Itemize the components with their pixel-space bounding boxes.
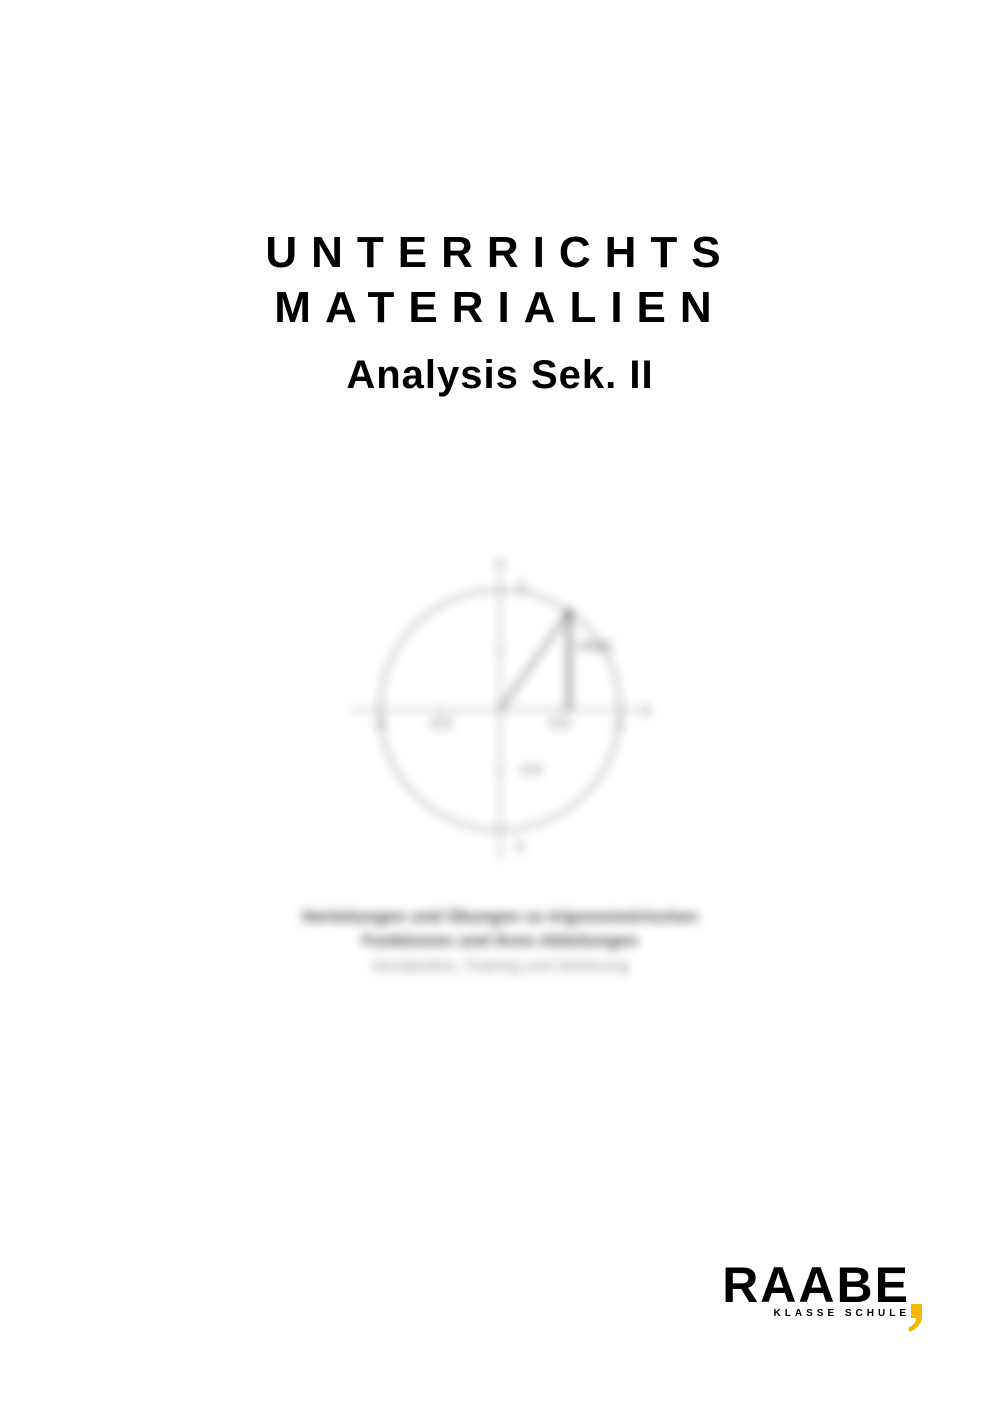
sin-label: sin(x) — [578, 637, 612, 653]
description-block: Herleitungen und Übungen zu trigonometri… — [200, 905, 800, 979]
title-block: UNTERRICHTS MATERIALIEN Analysis Sek. II — [200, 225, 800, 398]
logo-text: RAABE — [722, 1257, 910, 1313]
unit-circle-svg: 1 sin(x) 0.5 -0.5 -0.5 -1 -1 1 — [320, 530, 680, 890]
logo-block: RAABE KLASSE SCHULE — [722, 1260, 910, 1319]
title-line1: UNTERRICHTS — [200, 225, 800, 280]
axis-label-top: 1 — [518, 577, 526, 593]
tick-label-neg0.5y: -0.5 — [518, 761, 542, 777]
subtitle: Analysis Sek. II — [200, 353, 800, 398]
logo-main: RAABE — [722, 1260, 910, 1310]
desc-line3: Verständnis, Training und Sicherung — [200, 955, 800, 979]
tick-label-neg0.5x: -0.5 — [428, 715, 452, 731]
logo-comma-icon — [908, 1290, 924, 1318]
tick-label-neg1x: -1 — [374, 715, 387, 731]
tick-label-1x: 1 — [616, 715, 624, 731]
desc-line2: Funktionen und ihren Ableitungen — [200, 929, 800, 953]
desc-line1: Herleitungen und Übungen zu trigonometri… — [200, 905, 800, 929]
title-line2: MATERIALIEN — [200, 280, 800, 335]
unit-circle-diagram: 1 sin(x) 0.5 -0.5 -0.5 -1 -1 1 — [320, 530, 680, 890]
axis-label-bottom: -1 — [512, 837, 525, 853]
tick-label-0.5: 0.5 — [550, 715, 570, 731]
